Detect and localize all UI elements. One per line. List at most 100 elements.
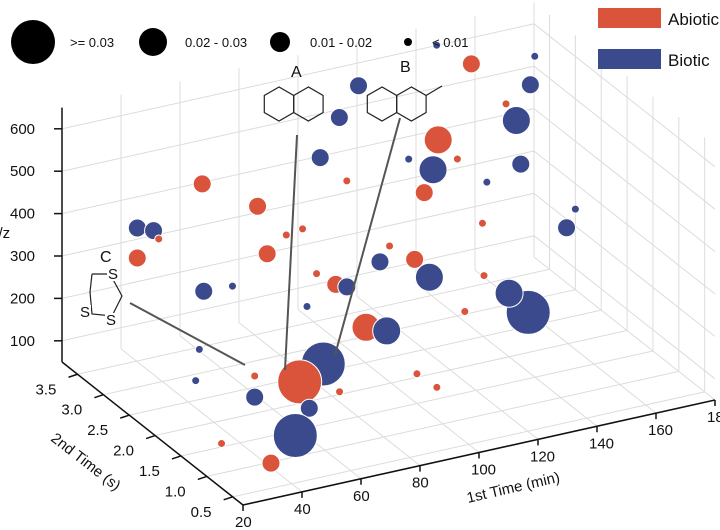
bubble-abiotic — [412, 369, 422, 379]
grid-line — [61, 235, 535, 342]
bubble-abiotic — [257, 244, 277, 264]
annotation-label: B — [400, 59, 411, 76]
x-tick-label: 40 — [294, 501, 311, 518]
grid-line — [533, 108, 716, 252]
legend: >= 0.03 0.02 - 0.03 0.01 - 0.02 < 0.01 Abiot… — [11, 8, 720, 70]
size-legend-marker — [270, 32, 290, 52]
bubble-abiotic — [461, 54, 481, 74]
x-tick-label: 60 — [353, 488, 370, 505]
methylnaphthalene-structure — [366, 86, 398, 122]
y-axis — [61, 361, 244, 506]
bubble-biotic — [329, 107, 349, 127]
y-tick-label: 2.5 — [87, 422, 108, 439]
y-tick-label: 0.5 — [191, 504, 212, 521]
bubble-biotic — [557, 218, 577, 238]
bubble-abiotic — [298, 224, 308, 234]
grid-line — [238, 322, 421, 467]
bubble-abiotic — [460, 307, 470, 317]
bubble-abiotic — [477, 218, 487, 228]
x-tick-label: 20 — [235, 514, 252, 530]
bubble-abiotic — [342, 176, 352, 186]
grid-line — [415, 282, 598, 427]
bubble-abiotic — [335, 387, 345, 397]
grid-line — [61, 108, 535, 215]
y-tick — [171, 455, 182, 460]
x-tick-label: 120 — [530, 448, 555, 465]
size-legend-label: 0.02 - 0.03 — [185, 35, 247, 50]
bubble-abiotic — [281, 230, 291, 240]
color-legend-label-abiotic: Abiotic — [668, 10, 720, 29]
atom-bg — [79, 305, 91, 319]
bubbles — [127, 40, 580, 473]
y-tick — [223, 496, 233, 501]
bubble-abiotic — [405, 249, 425, 269]
bubble-biotic — [418, 155, 448, 185]
y-axis-label: 2nd Time (s) — [48, 430, 124, 495]
size-legend-marker — [404, 38, 412, 46]
bubble-abiotic — [277, 359, 323, 405]
y-tick — [94, 393, 104, 399]
bubble-abiotic — [501, 99, 511, 109]
y-tick-label: 3.0 — [61, 402, 82, 419]
grid-line — [61, 23, 535, 130]
grid-line — [179, 335, 362, 480]
y-tick-label: 1.5 — [139, 463, 160, 480]
grid-line — [533, 65, 716, 210]
color-legend-swatch-abiotic — [598, 8, 661, 28]
sulfur-atom-label: S — [80, 304, 90, 321]
bubble-biotic — [530, 51, 540, 61]
bubble-abiotic — [479, 271, 489, 281]
grid-line — [61, 65, 535, 172]
z-tick-label: 400 — [10, 206, 35, 223]
bubble-abiotic — [127, 248, 147, 268]
annotation-label: A — [291, 64, 302, 81]
bubble-biotic — [372, 316, 402, 346]
sulfur-atom-label: S — [106, 312, 116, 329]
bubble-biotic — [520, 75, 540, 95]
y-tick-label: 1.0 — [165, 483, 186, 500]
grid-line — [533, 150, 716, 295]
annotation-line-c — [129, 302, 246, 366]
y-tick-label: 2.0 — [113, 443, 134, 460]
methyl-group — [425, 85, 443, 97]
z-tick-label: 300 — [10, 248, 35, 265]
bubble-biotic — [432, 40, 442, 50]
bubble-biotic — [227, 281, 237, 291]
y-tick — [145, 434, 156, 440]
y-tick — [119, 414, 130, 419]
bubble-abiotic — [414, 183, 434, 203]
grid-line — [61, 192, 535, 299]
grid-line — [533, 193, 716, 337]
naphthalene-structure — [293, 86, 324, 122]
bubble-abiotic — [192, 174, 212, 194]
bubble-abiotic — [452, 154, 462, 164]
size-legend-label: 0.01 - 0.02 — [310, 35, 372, 50]
bubble-biotic — [245, 387, 265, 407]
grid-line — [533, 23, 716, 168]
bubble-biotic — [194, 281, 214, 301]
grid — [61, 2, 716, 506]
bubble-biotic — [501, 105, 531, 135]
bubble-abiotic — [154, 234, 164, 244]
color-legend-swatch-biotic — [598, 49, 661, 69]
x-tick-label: 80 — [412, 475, 429, 492]
grid-line — [206, 370, 679, 477]
bubble-biotic — [299, 398, 319, 418]
grid-line — [77, 268, 550, 375]
bubble-abiotic — [248, 196, 268, 216]
naphthalene-structure — [263, 86, 295, 122]
bubble-biotic — [127, 218, 147, 238]
bubble-biotic — [310, 148, 330, 168]
z-tick-label: 200 — [10, 290, 35, 307]
y-tick — [68, 373, 78, 378]
sulfur-atom-label: S — [108, 266, 118, 283]
z-axis-label: m/z — [0, 225, 10, 242]
bubble-biotic — [302, 301, 312, 311]
grid-line — [154, 330, 628, 437]
z-tick-label: 600 — [10, 121, 35, 138]
y-tick-label: 3.5 — [36, 381, 57, 398]
grid-line — [533, 256, 716, 401]
annotation-label: C — [100, 249, 112, 266]
bubble-biotic — [482, 177, 492, 187]
